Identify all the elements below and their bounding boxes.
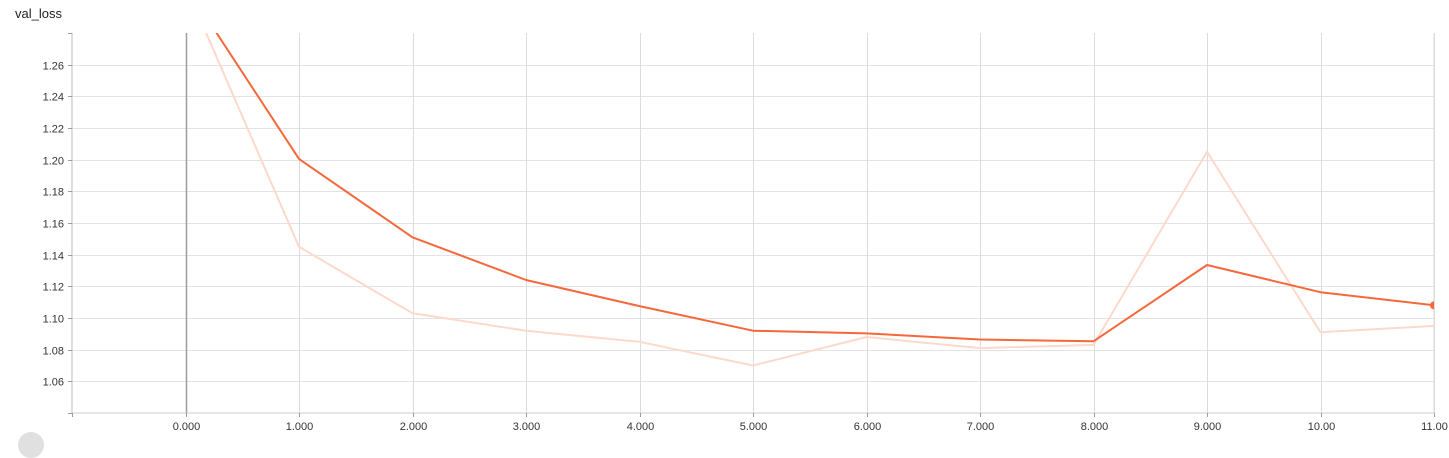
last-point-marker[interactable]: [1430, 301, 1438, 309]
y-tick-label: 1.26: [43, 61, 64, 73]
y-tick-label: 1.22: [43, 124, 64, 136]
axis-layer: [68, 33, 1435, 417]
x-tick-label: 4.000: [627, 421, 655, 433]
val-loss-chart[interactable]: 1.06 1.08 1.10 1.12 1.14 1.16 1.18 1.20 1.22 1.24…: [0, 0, 1449, 439]
x-tick-label: 11.00: [1421, 421, 1448, 433]
grid-layer: [72, 33, 1435, 413]
y-tick-label: 1.18: [43, 187, 64, 199]
x-tick-label: 8.000: [1081, 421, 1109, 433]
y-tick-label: 1.12: [43, 282, 64, 294]
y-tick-label: 1.10: [43, 314, 64, 326]
x-tick-label: 1.000: [286, 421, 314, 433]
tick-label-layer: 1.06 1.08 1.10 1.12 1.14 1.16 1.18 1.20 1.22 1.24…: [43, 61, 1448, 434]
x-tick-label: 6.000: [854, 421, 882, 433]
x-tick-label: 3.000: [513, 421, 541, 433]
x-tick-label: 9.000: [1194, 421, 1222, 433]
y-tick-label: 1.06: [43, 377, 64, 389]
x-tick-label: 2.000: [400, 421, 428, 433]
y-tick-label: 1.08: [43, 346, 64, 358]
series-layer: [185, 0, 1438, 366]
y-tick-label: 1.16: [43, 219, 64, 231]
x-tick-label: 7.000: [967, 421, 995, 433]
y-tick-label: 1.14: [43, 251, 64, 263]
series-line-raw[interactable]: [186, 0, 1435, 366]
y-tick-label: 1.20: [43, 156, 64, 168]
y-tick-label: 1.24: [43, 92, 64, 104]
x-tick-label: 0.000: [173, 421, 201, 433]
x-tick-label: 5.000: [740, 421, 768, 433]
expand-button[interactable]: [18, 432, 44, 458]
x-tick-label: 10.00: [1308, 421, 1336, 433]
